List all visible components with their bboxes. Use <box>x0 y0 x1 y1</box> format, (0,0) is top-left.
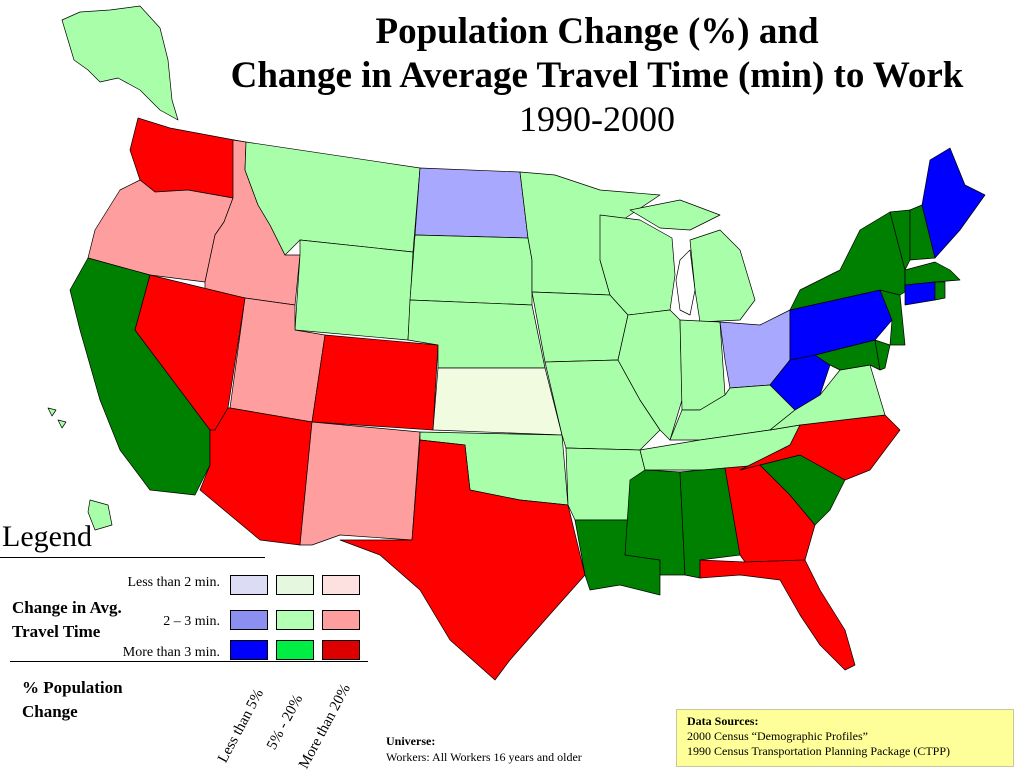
legend-row-axis-label: Change in Avg. Travel Time <box>12 596 122 644</box>
sources-line2: 1990 Census Transportation Planning Pack… <box>687 744 950 758</box>
legend-divider-bottom <box>10 661 368 662</box>
legend-col-axis-line2: Change <box>22 702 78 721</box>
state-north-carolina <box>739 414 901 481</box>
legend-swatch-r0c0 <box>230 575 268 595</box>
state-wyoming <box>294 239 414 341</box>
legend-swatch-r0c2 <box>322 575 360 595</box>
legend-row-axis-line1: Change in Avg. <box>12 598 122 617</box>
legend-col-axis-line1: % Population <box>22 678 123 697</box>
state-maine <box>921 147 986 259</box>
state-new-mexico <box>299 421 421 546</box>
state-connecticut <box>904 281 936 306</box>
state-hawaii <box>47 407 113 531</box>
legend-swatch-r0c1 <box>276 575 314 595</box>
title-line1: Population Change (%) and <box>375 11 819 52</box>
state-iowa <box>531 291 629 363</box>
state-colorado <box>311 334 439 431</box>
sources-label: Data Sources: <box>687 714 759 728</box>
state-florida <box>699 559 856 671</box>
lake-michigan <box>675 249 696 316</box>
title-years: 1990-2000 <box>519 99 675 139</box>
state-delaware <box>874 339 891 371</box>
legend-heading: Legend <box>2 520 92 553</box>
state-texas <box>339 439 586 681</box>
state-indiana <box>679 319 726 411</box>
data-sources-box: Data Sources: 2000 Census “Demographic P… <box>676 709 1014 767</box>
state-kansas <box>432 367 563 436</box>
state-south-dakota <box>409 234 533 306</box>
legend-row-label-less-2: Less than 2 min. <box>127 575 220 590</box>
state-arizona <box>199 407 313 546</box>
universe-label: Universe: <box>386 734 436 748</box>
state-alaska <box>61 5 179 121</box>
legend-swatch-r2c2 <box>322 640 360 660</box>
title-line2: Change in Average Travel Time (min) to W… <box>230 55 964 96</box>
state-michigan <box>689 229 756 323</box>
state-michigan-up <box>629 199 721 231</box>
legend-swatch-r2c0 <box>230 640 268 660</box>
legend-swatch-r1c1 <box>276 610 314 630</box>
legend-row-label-2-3: 2 – 3 min. <box>163 614 220 629</box>
legend-row-axis-line2: Travel Time <box>12 622 101 641</box>
sources-line1: 2000 Census “Demographic Profiles” <box>687 729 868 743</box>
title-block: Population Change (%) and Change in Aver… <box>170 10 1024 140</box>
legend-col-axis-label: % Population Change <box>22 676 123 724</box>
legend-row-label-more-3: More than 3 min. <box>122 645 220 660</box>
universe-note: Universe: Workers: All Workers 16 years … <box>386 733 582 765</box>
universe-text: Workers: All Workers 16 years and older <box>386 750 582 764</box>
legend-swatch-r1c2 <box>322 610 360 630</box>
state-massachusetts <box>904 261 961 286</box>
legend-divider-top <box>0 557 265 558</box>
state-rhode-island <box>934 281 946 301</box>
state-mississippi <box>624 469 686 576</box>
legend-swatch-r2c1 <box>276 640 314 660</box>
state-north-dakota <box>414 167 529 239</box>
legend-swatch-r1c0 <box>230 610 268 630</box>
